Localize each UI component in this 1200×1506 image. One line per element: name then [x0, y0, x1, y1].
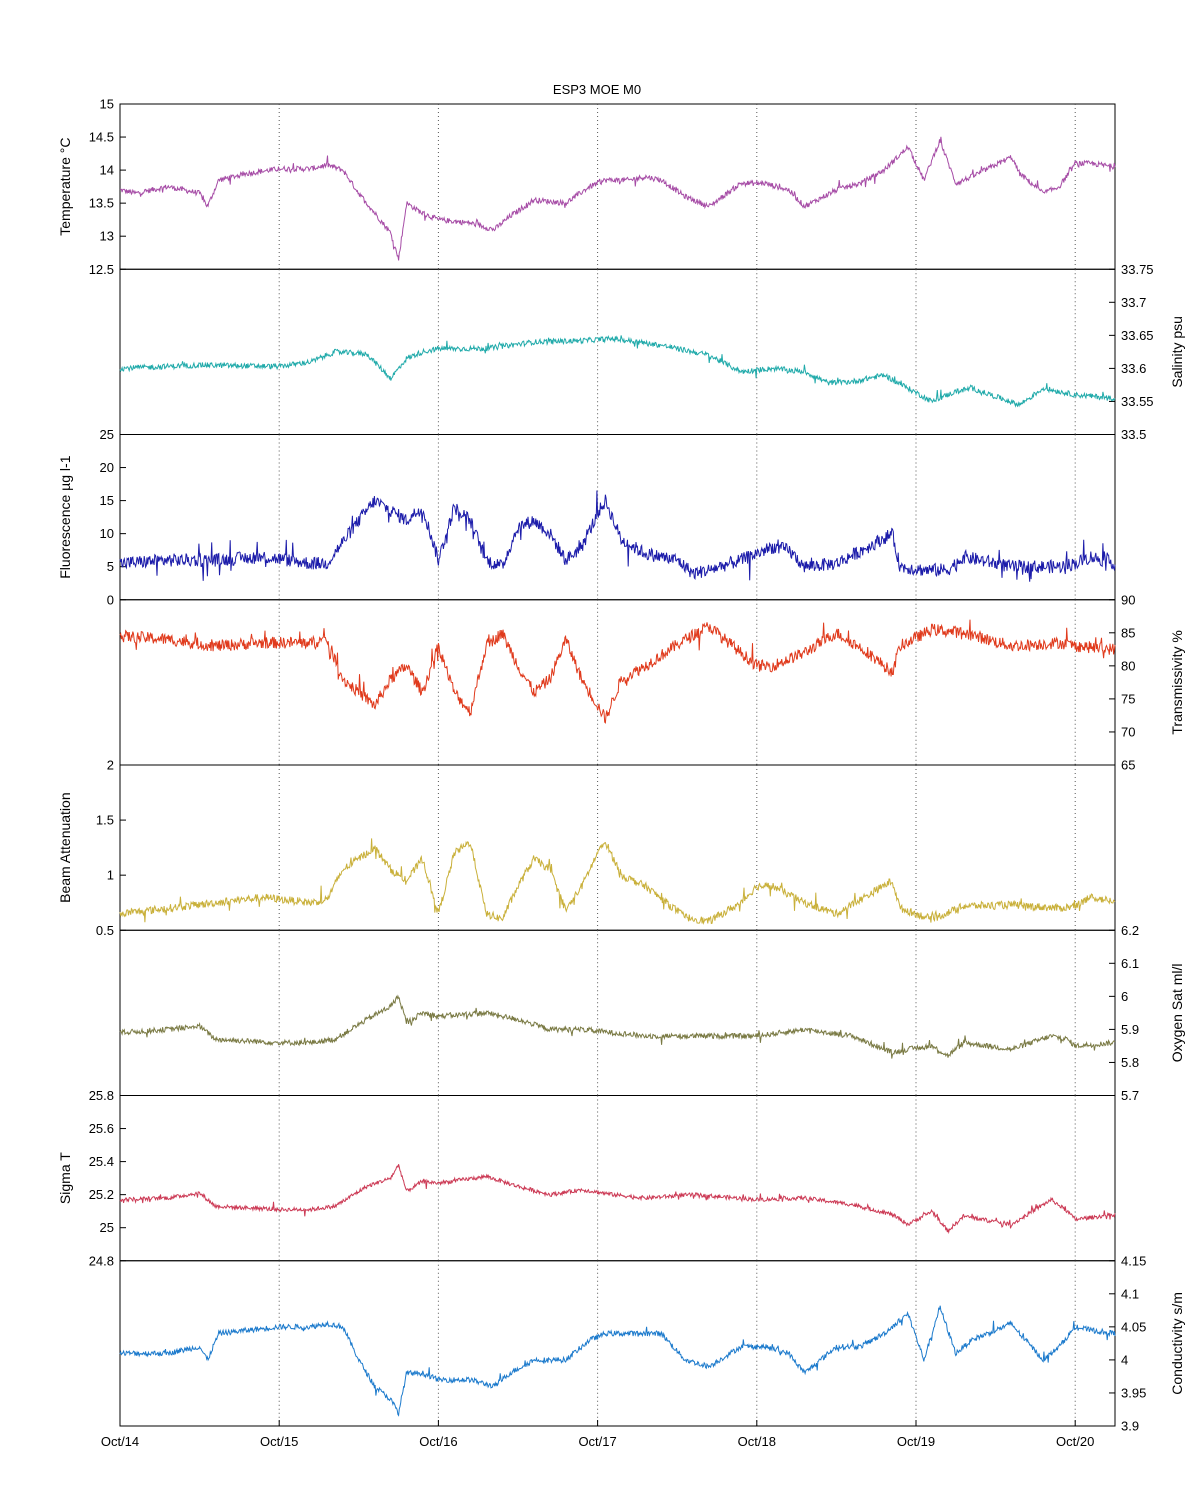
y-tick-label: 33.55: [1121, 394, 1154, 409]
panel-sigma_t: 24.8 25 25.2 25.4 25.6 25.8 Sigma T: [57, 1088, 1116, 1268]
y-tick-label: 1: [107, 868, 114, 883]
y-axis-label: Temperature °C: [57, 138, 73, 236]
x-axis: Oct/14 Oct/15 Oct/16 Oct/17 Oct/18 Oct/19 Oct/…: [101, 1420, 1094, 1449]
series-line-transmissivity: [119, 619, 1116, 724]
y-tick-label: 4: [1121, 1352, 1128, 1367]
y-tick-label: 2: [107, 758, 114, 773]
y-tick-label: 33.75: [1121, 262, 1154, 277]
y-tick-label: 25.6: [89, 1121, 114, 1136]
y-tick-label: 85: [1121, 625, 1135, 640]
y-tick-label: 10: [100, 526, 114, 541]
y-tick-label: 6: [1121, 989, 1128, 1004]
y-tick-label: 15: [100, 97, 114, 112]
y-tick-label: 75: [1121, 691, 1135, 706]
y-tick-label: 20: [100, 460, 114, 475]
y-tick-label: 14: [100, 163, 114, 178]
chart-title: ESP3 MOE M0: [553, 82, 641, 97]
x-tick-label: Oct/19: [897, 1434, 935, 1449]
y-tick-label: 3.95: [1121, 1385, 1146, 1400]
y-tick-label: 13.5: [89, 196, 114, 211]
y-axis-label: Sigma T: [57, 1152, 73, 1204]
x-tick-label: Oct/16: [419, 1434, 457, 1449]
y-axis-label: Salinity psu: [1169, 316, 1185, 388]
panel-transmissivity: 65 70 75 80 85 90 Transmissivity %: [119, 592, 1185, 773]
y-axis-label: Beam Attenuation: [57, 792, 73, 903]
series-line-beam_attenuation: [119, 838, 1116, 925]
y-tick-label: 6.1: [1121, 956, 1139, 971]
y-tick-label: 90: [1121, 592, 1135, 607]
y-axis-label: Fluorescence µg l-1: [57, 455, 73, 578]
y-tick-label: 5.8: [1121, 1055, 1139, 1070]
y-axis-label: Oxygen Sat ml/l: [1169, 963, 1185, 1062]
x-tick-label: Oct/20: [1056, 1434, 1094, 1449]
y-tick-label: 65: [1121, 758, 1135, 773]
series-line-sigma_t: [119, 1164, 1116, 1235]
panel-conductivity: 3.9 3.95 4 4.05 4.1 4.15 Conductivity s/m: [119, 1253, 1185, 1434]
y-tick-label: 25.4: [89, 1154, 114, 1169]
y-tick-label: 25.2: [89, 1187, 114, 1202]
x-tick-label: Oct/14: [101, 1434, 139, 1449]
y-tick-label: 80: [1121, 658, 1135, 673]
series-line-oxygen_sat: [119, 994, 1116, 1059]
y-tick-label: 4.1: [1121, 1286, 1139, 1301]
y-tick-label: 1.5: [96, 813, 114, 828]
y-tick-label: 4.15: [1121, 1253, 1146, 1268]
y-tick-label: 25.8: [89, 1088, 114, 1103]
y-axis-label: Conductivity s/m: [1169, 1292, 1185, 1395]
series-line-fluorescence: [119, 490, 1116, 582]
y-tick-label: 25: [100, 1220, 114, 1235]
x-tick-label: Oct/18: [738, 1434, 776, 1449]
series-line-temperature: [119, 136, 1116, 261]
y-tick-label: 5.9: [1121, 1022, 1139, 1037]
y-tick-label: 33.65: [1121, 328, 1154, 343]
series-line-conductivity: [119, 1305, 1116, 1417]
y-tick-label: 33.5: [1121, 427, 1146, 442]
y-tick-label: 6.2: [1121, 923, 1139, 938]
y-tick-label: 24.8: [89, 1253, 114, 1268]
y-tick-label: 33.7: [1121, 295, 1146, 310]
y-tick-label: 5.7: [1121, 1088, 1139, 1103]
y-tick-label: 3.9: [1121, 1419, 1139, 1434]
y-tick-label: 0: [107, 592, 114, 607]
x-tick-label: Oct/15: [260, 1434, 298, 1449]
panel-frame: [119, 1260, 1116, 1427]
panel-salinity: 33.5 33.55 33.6 33.65 33.7 33.75 Salinity psu: [119, 262, 1185, 442]
y-tick-label: 25: [100, 427, 114, 442]
y-tick-label: 5: [107, 559, 114, 574]
y-tick-label: 70: [1121, 724, 1135, 739]
y-tick-label: 14.5: [89, 130, 114, 145]
series-line-salinity: [119, 335, 1116, 408]
y-tick-label: 0.5: [96, 923, 114, 938]
y-tick-label: 12.5: [89, 262, 114, 277]
y-tick-label: 15: [100, 493, 114, 508]
y-tick-label: 4.05: [1121, 1319, 1146, 1334]
y-axis-label: Transmissivity %: [1169, 630, 1185, 735]
x-tick-label: Oct/17: [578, 1434, 616, 1449]
y-tick-label: 13: [100, 229, 114, 244]
y-tick-label: 33.6: [1121, 361, 1146, 376]
